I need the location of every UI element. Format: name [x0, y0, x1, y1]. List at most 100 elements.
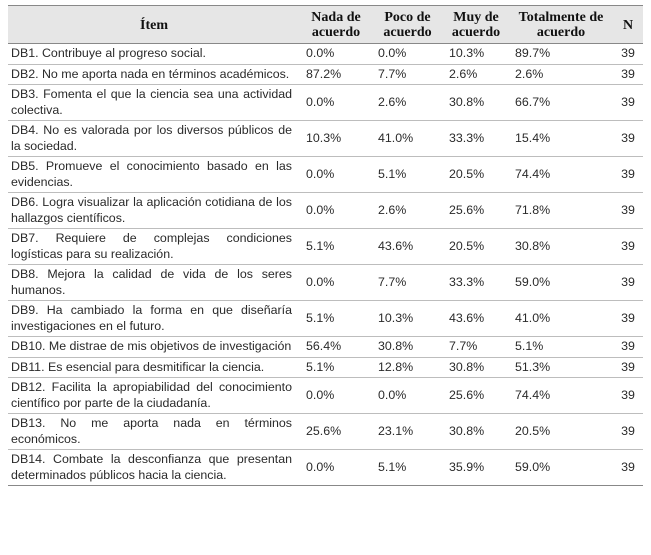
- item-cell: DB7. Requiere de complejas condiciones l…: [8, 228, 300, 265]
- header-totalmente-de-acuerdo: Totalmente de acuerdo: [509, 5, 613, 44]
- n-cell: 39: [613, 264, 643, 301]
- poco-de-acuerdo-cell: 41.0%: [372, 120, 443, 157]
- poco-de-acuerdo-cell: 5.1%: [372, 449, 443, 486]
- n-cell: 39: [613, 300, 643, 337]
- table-row: DB2. No me aporta nada en términos acadé…: [8, 64, 643, 85]
- survey-results-table: Ítem Nada de acuerdo Poco de acuerdo Muy…: [8, 5, 643, 486]
- muy-de-acuerdo-cell: 25.6%: [443, 192, 509, 229]
- totalmente-de-acuerdo-cell: 59.0%: [509, 264, 613, 301]
- n-cell: 39: [613, 228, 643, 265]
- nada-de-acuerdo-cell: 5.1%: [300, 300, 372, 337]
- n-cell: 39: [613, 156, 643, 193]
- header-poco-de-acuerdo: Poco de acuerdo: [372, 5, 443, 44]
- table-body: DB1. Contribuye al progreso social. 0.0% 0…: [8, 43, 643, 486]
- totalmente-de-acuerdo-cell: 15.4%: [509, 120, 613, 157]
- table-row: DB12. Facilita la apropiabilidad del con…: [8, 377, 643, 414]
- item-cell: DB2. No me aporta nada en términos acadé…: [8, 64, 300, 85]
- nada-de-acuerdo-cell: 0.0%: [300, 43, 372, 65]
- n-cell: 39: [613, 64, 643, 85]
- poco-de-acuerdo-cell: 0.0%: [372, 43, 443, 65]
- muy-de-acuerdo-cell: 30.8%: [443, 413, 509, 450]
- muy-de-acuerdo-cell: 20.5%: [443, 228, 509, 265]
- totalmente-de-acuerdo-cell: 41.0%: [509, 300, 613, 337]
- nada-de-acuerdo-cell: 25.6%: [300, 413, 372, 450]
- totalmente-de-acuerdo-cell: 5.1%: [509, 336, 613, 358]
- totalmente-de-acuerdo-cell: 74.4%: [509, 377, 613, 414]
- header-muy-de-acuerdo: Muy de acuerdo: [443, 5, 509, 44]
- poco-de-acuerdo-cell: 2.6%: [372, 192, 443, 229]
- item-cell: DB1. Contribuye al progreso social.: [8, 43, 300, 65]
- item-cell: DB12. Facilita la apropiabilidad del con…: [8, 377, 300, 414]
- poco-de-acuerdo-cell: 43.6%: [372, 228, 443, 265]
- nada-de-acuerdo-cell: 56.4%: [300, 336, 372, 358]
- muy-de-acuerdo-cell: 30.8%: [443, 357, 509, 378]
- totalmente-de-acuerdo-cell: 51.3%: [509, 357, 613, 378]
- n-cell: 39: [613, 377, 643, 414]
- n-cell: 39: [613, 43, 643, 65]
- table-row: DB13. No me aporta nada en términos econ…: [8, 413, 643, 450]
- poco-de-acuerdo-cell: 7.7%: [372, 64, 443, 85]
- nada-de-acuerdo-cell: 5.1%: [300, 357, 372, 378]
- totalmente-de-acuerdo-cell: 66.7%: [509, 84, 613, 121]
- poco-de-acuerdo-cell: 2.6%: [372, 84, 443, 121]
- n-cell: 39: [613, 120, 643, 157]
- totalmente-de-acuerdo-cell: 20.5%: [509, 413, 613, 450]
- header-n: N: [613, 5, 643, 44]
- header-item: Ítem: [8, 5, 300, 44]
- poco-de-acuerdo-cell: 12.8%: [372, 357, 443, 378]
- muy-de-acuerdo-cell: 2.6%: [443, 64, 509, 85]
- item-cell: DB8. Mejora la calidad de vida de los se…: [8, 264, 300, 301]
- totalmente-de-acuerdo-cell: 30.8%: [509, 228, 613, 265]
- muy-de-acuerdo-cell: 35.9%: [443, 449, 509, 486]
- item-cell: DB5. Promueve el conocimiento basado en …: [8, 156, 300, 193]
- item-cell: DB9. Ha cambiado la forma en que diseñar…: [8, 300, 300, 337]
- muy-de-acuerdo-cell: 25.6%: [443, 377, 509, 414]
- totalmente-de-acuerdo-cell: 71.8%: [509, 192, 613, 229]
- table-row: DB4. No es valorada por los diversos púb…: [8, 120, 643, 157]
- nada-de-acuerdo-cell: 0.0%: [300, 449, 372, 486]
- muy-de-acuerdo-cell: 20.5%: [443, 156, 509, 193]
- muy-de-acuerdo-cell: 33.3%: [443, 120, 509, 157]
- n-cell: 39: [613, 357, 643, 378]
- table-row: DB14. Combate la desconfianza que presen…: [8, 449, 643, 486]
- item-cell: DB4. No es valorada por los diversos púb…: [8, 120, 300, 157]
- n-cell: 39: [613, 192, 643, 229]
- table-header-row: Ítem Nada de acuerdo Poco de acuerdo Muy…: [8, 5, 643, 44]
- item-cell: DB6. Logra visualizar la aplicación coti…: [8, 192, 300, 229]
- header-nada-de-acuerdo: Nada de acuerdo: [300, 5, 372, 44]
- table-row: DB5. Promueve el conocimiento basado en …: [8, 156, 643, 193]
- n-cell: 39: [613, 84, 643, 121]
- muy-de-acuerdo-cell: 10.3%: [443, 43, 509, 65]
- nada-de-acuerdo-cell: 0.0%: [300, 377, 372, 414]
- table-row: DB10. Me distrae de mis objetivos de inv…: [8, 336, 643, 358]
- totalmente-de-acuerdo-cell: 74.4%: [509, 156, 613, 193]
- nada-de-acuerdo-cell: 0.0%: [300, 192, 372, 229]
- item-cell: DB13. No me aporta nada en términos econ…: [8, 413, 300, 450]
- totalmente-de-acuerdo-cell: 59.0%: [509, 449, 613, 486]
- nada-de-acuerdo-cell: 0.0%: [300, 156, 372, 193]
- item-cell: DB11. Es esencial para desmitificar la c…: [8, 357, 300, 378]
- item-cell: DB10. Me distrae de mis objetivos de inv…: [8, 336, 300, 358]
- item-cell: DB14. Combate la desconfianza que presen…: [8, 449, 300, 486]
- nada-de-acuerdo-cell: 10.3%: [300, 120, 372, 157]
- muy-de-acuerdo-cell: 33.3%: [443, 264, 509, 301]
- totalmente-de-acuerdo-cell: 2.6%: [509, 64, 613, 85]
- poco-de-acuerdo-cell: 7.7%: [372, 264, 443, 301]
- muy-de-acuerdo-cell: 30.8%: [443, 84, 509, 121]
- table-row: DB11. Es esencial para desmitificar la c…: [8, 357, 643, 378]
- item-cell: DB3. Fomenta el que la ciencia sea una a…: [8, 84, 300, 121]
- n-cell: 39: [613, 449, 643, 486]
- nada-de-acuerdo-cell: 5.1%: [300, 228, 372, 265]
- table-row: DB9. Ha cambiado la forma en que diseñar…: [8, 300, 643, 337]
- poco-de-acuerdo-cell: 23.1%: [372, 413, 443, 450]
- muy-de-acuerdo-cell: 43.6%: [443, 300, 509, 337]
- nada-de-acuerdo-cell: 87.2%: [300, 64, 372, 85]
- poco-de-acuerdo-cell: 5.1%: [372, 156, 443, 193]
- poco-de-acuerdo-cell: 30.8%: [372, 336, 443, 358]
- table-row: DB8. Mejora la calidad de vida de los se…: [8, 264, 643, 301]
- poco-de-acuerdo-cell: 0.0%: [372, 377, 443, 414]
- nada-de-acuerdo-cell: 0.0%: [300, 264, 372, 301]
- table-row: DB3. Fomenta el que la ciencia sea una a…: [8, 84, 643, 121]
- totalmente-de-acuerdo-cell: 89.7%: [509, 43, 613, 65]
- n-cell: 39: [613, 413, 643, 450]
